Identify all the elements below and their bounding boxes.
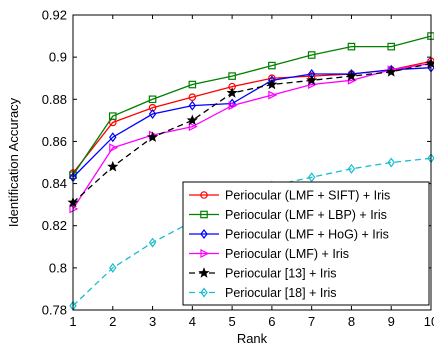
data-point <box>109 132 117 143</box>
data-point <box>268 90 278 100</box>
data-point <box>387 157 395 168</box>
data-point <box>307 172 316 183</box>
data-point <box>148 95 157 104</box>
legend-label: Periocular (LMF + SIFT) + Iris <box>225 189 390 203</box>
data-point <box>186 114 198 126</box>
data-point <box>109 262 117 273</box>
y-tick-label: 0.86 <box>42 134 67 149</box>
series-line <box>72 35 432 176</box>
legend-label: Periocular [18] + Iris <box>225 286 337 300</box>
y-tick-label: 0.84 <box>42 176 67 191</box>
data-point <box>307 51 316 59</box>
legend-marker <box>200 210 208 219</box>
legend-box <box>182 181 430 306</box>
x-axis-label: Rank <box>237 331 268 345</box>
y-axis-label: Identification Accuracy <box>6 97 21 227</box>
data-point <box>148 237 157 248</box>
data-point <box>226 87 238 98</box>
x-tick-label: 3 <box>149 314 156 329</box>
legend-marker <box>198 267 210 278</box>
series-line <box>72 62 432 210</box>
legend-entry: Periocular (LMF + HoG) + Iris <box>189 228 389 242</box>
x-tick-label: 1 <box>69 314 76 329</box>
data-point <box>188 100 197 111</box>
data-point <box>266 78 278 90</box>
data-point <box>347 163 356 174</box>
y-tick-label: 0.88 <box>42 92 67 107</box>
legend-entry: Periocular (LMF) + Iris <box>189 247 349 261</box>
y-tick-label: 0.78 <box>42 303 67 318</box>
y-tick-label: 0.92 <box>42 8 67 23</box>
legend-entry: Periocular (LMF + SIFT) + Iris <box>189 189 390 203</box>
data-point <box>387 42 396 51</box>
legend-marker <box>200 229 208 239</box>
data-point <box>306 74 318 86</box>
x-tick-label: 2 <box>109 314 116 329</box>
x-tick-label: 6 <box>268 314 275 329</box>
series-5 <box>67 57 434 208</box>
legend: Periocular (LMF + SIFT) + Iris Periocular… <box>182 181 430 306</box>
legend-label: Periocular (LMF + HoG) + Iris <box>225 228 389 242</box>
legend-label: Periocular [13] + Iris <box>225 267 337 281</box>
series-line <box>72 62 432 204</box>
x-tick-label: 10 <box>424 314 434 329</box>
x-axis: 1 2 3 4 5 6 7 8 9 10 <box>69 15 434 329</box>
data-point <box>148 109 157 120</box>
y-tick-label: 0.9 <box>49 50 67 65</box>
legend-entry: Periocular [13] + Iris <box>189 267 337 281</box>
series-line <box>72 67 432 178</box>
legend-entry: Periocular (LMF + LBP) + Iris <box>189 208 387 222</box>
data-point <box>268 61 276 70</box>
data-point <box>146 131 159 142</box>
x-tick-label: 7 <box>308 314 315 329</box>
data-point <box>109 143 119 153</box>
legend-marker <box>200 249 210 258</box>
x-tick-label: 8 <box>348 314 355 329</box>
x-tick-label: 4 <box>189 314 196 329</box>
data-point <box>228 101 238 111</box>
y-axis: 0.78 0.8 0.82 0.84 0.86 0.88 0.9 0.92 <box>42 8 431 318</box>
data-point <box>108 112 117 120</box>
x-tick-label: 5 <box>228 314 235 329</box>
legend-entry: Periocular [18] + Iris <box>189 286 337 300</box>
data-point <box>345 70 358 81</box>
legend-label: Periocular (LMF + LBP) + Iris <box>225 208 387 222</box>
x-tick-label: 9 <box>388 314 395 329</box>
legend-marker <box>200 287 208 298</box>
data-point <box>188 93 197 101</box>
data-point <box>385 66 397 77</box>
data-point <box>228 72 236 80</box>
legend-marker <box>200 191 208 199</box>
data-point <box>188 80 197 89</box>
data-point <box>107 160 119 172</box>
y-tick-label: 0.82 <box>42 218 67 233</box>
y-tick-label: 0.8 <box>49 260 67 275</box>
plot-series <box>67 32 434 311</box>
data-point <box>188 122 198 132</box>
legend-label: Periocular (LMF) + Iris <box>225 247 349 261</box>
data-point <box>347 42 356 51</box>
plot-frame <box>72 14 432 311</box>
